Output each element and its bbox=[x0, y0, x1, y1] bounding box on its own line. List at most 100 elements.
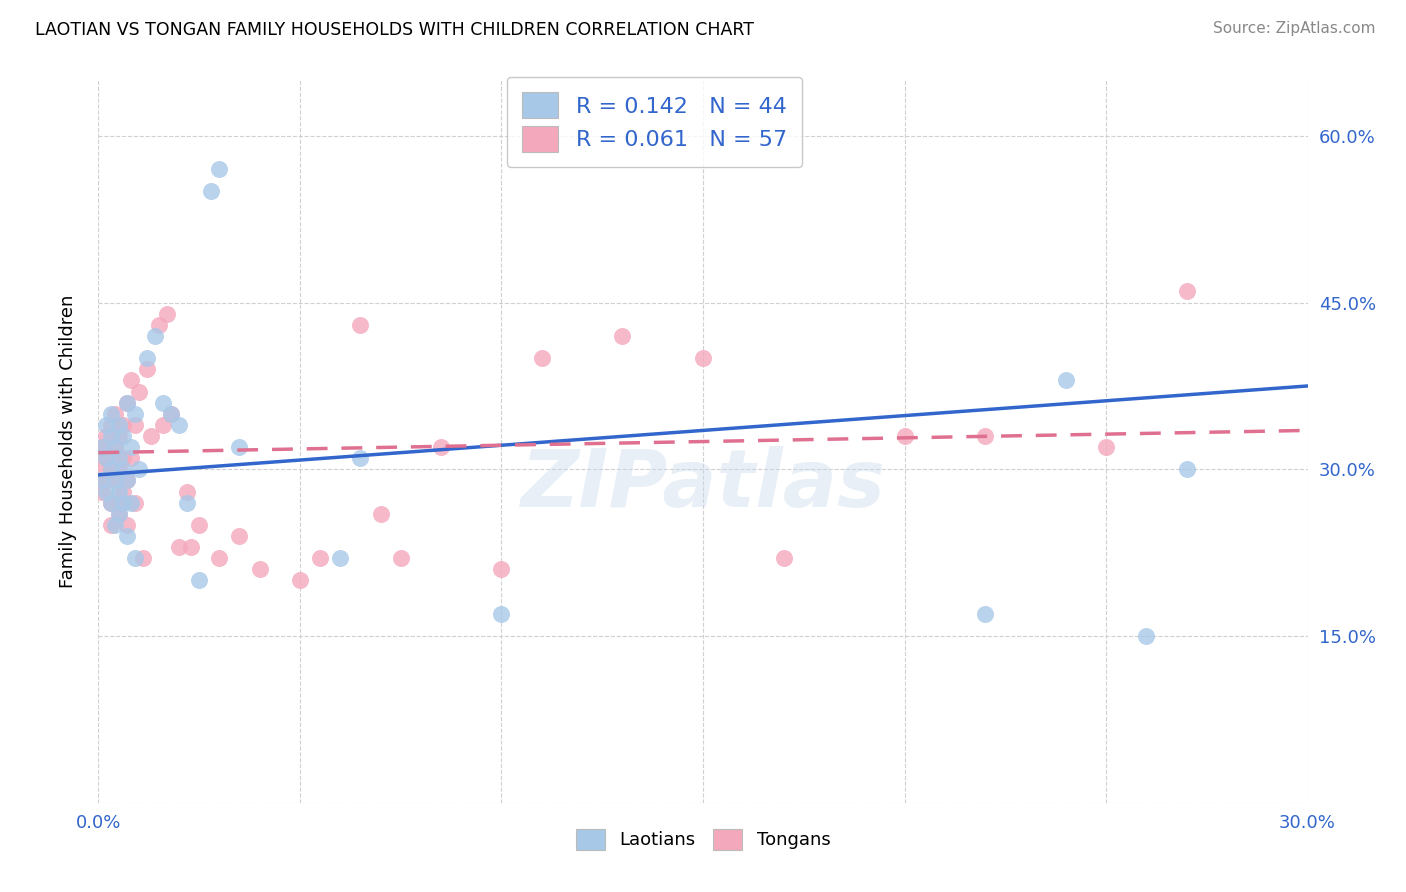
Point bbox=[107, 429, 129, 443]
Y-axis label: Family Households with Children: Family Households with Children bbox=[59, 295, 77, 588]
Point bbox=[103, 474, 125, 488]
Point bbox=[167, 417, 190, 432]
Point bbox=[139, 429, 162, 443]
Point bbox=[107, 451, 129, 466]
Point bbox=[430, 440, 453, 454]
Point bbox=[103, 517, 125, 532]
Point bbox=[692, 351, 714, 366]
Point bbox=[893, 429, 915, 443]
Point bbox=[100, 429, 122, 443]
Point bbox=[612, 329, 634, 343]
Point bbox=[309, 551, 332, 566]
Point bbox=[91, 474, 114, 488]
Point bbox=[103, 474, 125, 488]
Point bbox=[96, 451, 118, 466]
Point bbox=[107, 507, 129, 521]
Point bbox=[228, 440, 250, 454]
Point bbox=[167, 540, 190, 554]
Point bbox=[124, 496, 146, 510]
Point bbox=[120, 496, 142, 510]
Point bbox=[120, 373, 142, 387]
Point bbox=[103, 440, 125, 454]
Point bbox=[96, 474, 118, 488]
Point bbox=[974, 607, 997, 621]
Point bbox=[100, 417, 122, 432]
Point bbox=[135, 351, 157, 366]
Point bbox=[107, 507, 129, 521]
Point bbox=[96, 484, 118, 499]
Point bbox=[96, 451, 118, 466]
Point bbox=[176, 496, 198, 510]
Point bbox=[128, 462, 150, 476]
Point bbox=[103, 407, 125, 421]
Point bbox=[115, 474, 138, 488]
Point bbox=[772, 551, 794, 566]
Point bbox=[329, 551, 352, 566]
Point bbox=[530, 351, 553, 366]
Point bbox=[111, 451, 134, 466]
Point bbox=[1175, 462, 1198, 476]
Point bbox=[152, 417, 174, 432]
Text: ZIPatlas: ZIPatlas bbox=[520, 446, 886, 524]
Point bbox=[1135, 629, 1157, 643]
Point bbox=[115, 529, 138, 543]
Text: Source: ZipAtlas.com: Source: ZipAtlas.com bbox=[1212, 21, 1375, 36]
Point bbox=[370, 507, 392, 521]
Point bbox=[148, 318, 170, 332]
Point bbox=[111, 496, 134, 510]
Point bbox=[143, 329, 166, 343]
Point bbox=[491, 562, 513, 576]
Point bbox=[91, 440, 114, 454]
Point bbox=[128, 384, 150, 399]
Point bbox=[124, 407, 146, 421]
Point bbox=[208, 551, 231, 566]
Point bbox=[100, 407, 122, 421]
Point bbox=[1054, 373, 1077, 387]
Point bbox=[389, 551, 412, 566]
Point bbox=[176, 484, 198, 499]
Point bbox=[180, 540, 202, 554]
Point bbox=[132, 551, 155, 566]
Point bbox=[91, 484, 114, 499]
Point bbox=[115, 395, 138, 409]
Point bbox=[349, 318, 371, 332]
Point bbox=[188, 517, 211, 532]
Point bbox=[115, 474, 138, 488]
Point bbox=[111, 417, 134, 432]
Point bbox=[96, 417, 118, 432]
Point bbox=[111, 462, 134, 476]
Point bbox=[160, 407, 183, 421]
Point bbox=[107, 462, 129, 476]
Point bbox=[288, 574, 311, 588]
Point bbox=[124, 551, 146, 566]
Point bbox=[100, 462, 122, 476]
Point bbox=[111, 484, 134, 499]
Point bbox=[103, 440, 125, 454]
Point bbox=[91, 440, 114, 454]
Point bbox=[120, 451, 142, 466]
Point bbox=[188, 574, 211, 588]
Point bbox=[249, 562, 271, 576]
Point bbox=[974, 429, 997, 443]
Point bbox=[208, 162, 231, 177]
Point bbox=[1095, 440, 1118, 454]
Point bbox=[96, 429, 118, 443]
Point bbox=[135, 362, 157, 376]
Point bbox=[120, 440, 142, 454]
Point bbox=[100, 496, 122, 510]
Point bbox=[156, 307, 179, 321]
Point bbox=[115, 517, 138, 532]
Point bbox=[228, 529, 250, 543]
Point bbox=[115, 395, 138, 409]
Point bbox=[1175, 285, 1198, 299]
Legend: Laotians, Tongans: Laotians, Tongans bbox=[562, 816, 844, 863]
Point bbox=[491, 607, 513, 621]
Point bbox=[100, 496, 122, 510]
Point bbox=[107, 484, 129, 499]
Point bbox=[124, 417, 146, 432]
Point bbox=[200, 185, 222, 199]
Point bbox=[349, 451, 371, 466]
Point bbox=[107, 496, 129, 510]
Point bbox=[111, 429, 134, 443]
Text: LAOTIAN VS TONGAN FAMILY HOUSEHOLDS WITH CHILDREN CORRELATION CHART: LAOTIAN VS TONGAN FAMILY HOUSEHOLDS WITH… bbox=[35, 21, 754, 38]
